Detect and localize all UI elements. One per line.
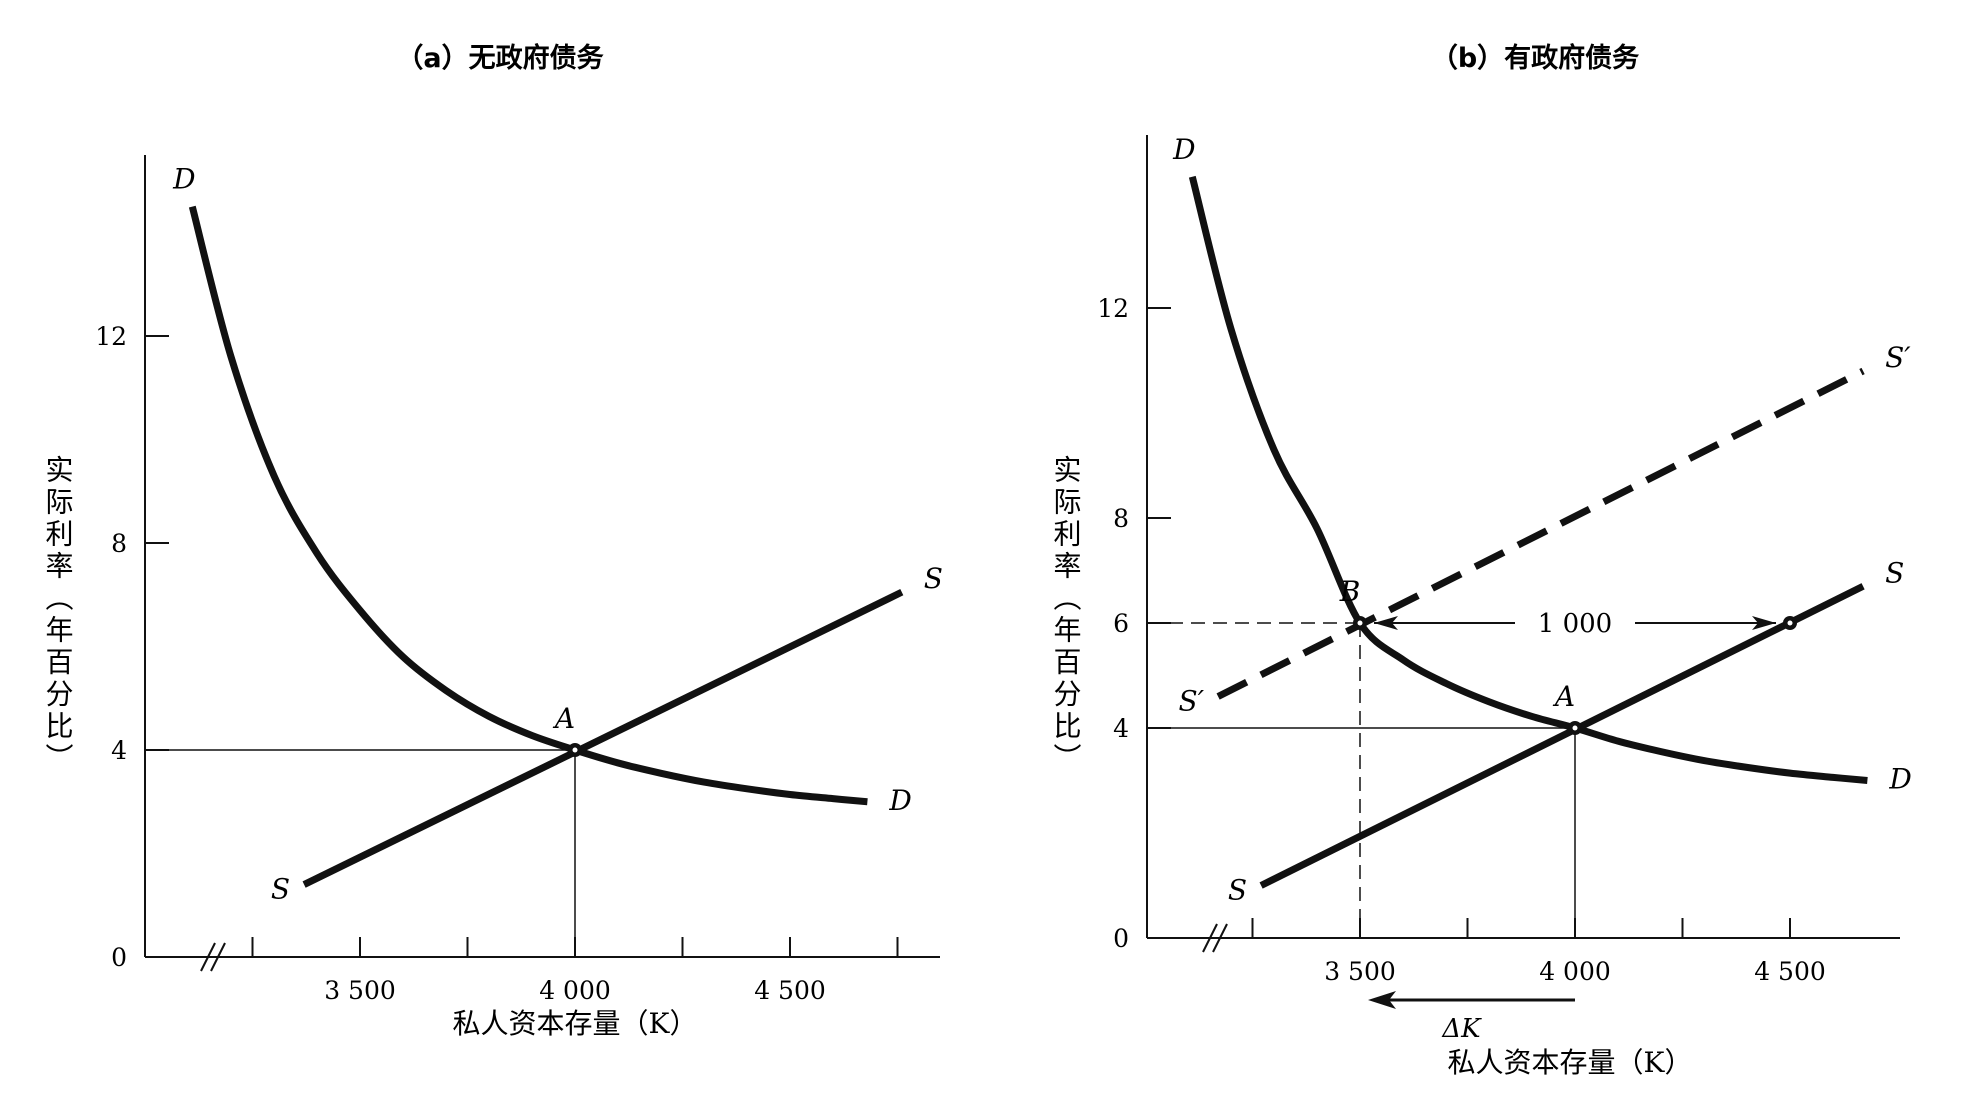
- x-tick-label: 3 500: [1324, 957, 1396, 986]
- y-tick-label: 4: [1113, 714, 1129, 743]
- series-line-supply: [1259, 583, 1865, 889]
- x-axis-label: 私人资本存量（K）: [1448, 1046, 1693, 1079]
- annotation-label: 1 000: [1538, 609, 1612, 639]
- arrowhead-right: [1752, 616, 1776, 630]
- series-label-end: S: [924, 562, 943, 595]
- series-label-start: D: [1172, 133, 1195, 166]
- x-tick-label: 4 500: [1754, 957, 1826, 986]
- panel-b: （b）有政府债务 0 4 6 8 12 3 500 4 000 4 500 私人资本存量（K） 实际…: [1050, 42, 1912, 1079]
- series-label-start: S′: [1179, 685, 1205, 718]
- series-line-supply-shifted: [1216, 367, 1865, 700]
- chart-title: （a）无政府债务: [396, 42, 603, 74]
- series-label-end: D: [1888, 763, 1911, 796]
- x-tick-label: 4 000: [539, 976, 611, 1005]
- y-tick-label: 8: [111, 529, 127, 558]
- x-axis-label: 私人资本存量（K）: [453, 1007, 698, 1040]
- y-tick-label: 4: [111, 736, 127, 765]
- panel-a: （a）无政府债务 0 4 8 12 3 500 4 000 4 500 私人资本存量（K） 实际利…: [42, 42, 943, 1040]
- arrowhead-left: [1374, 616, 1398, 630]
- y-tick-label: 0: [1113, 924, 1129, 953]
- series-label-start: S: [1228, 874, 1247, 907]
- arrowhead-left: [1368, 991, 1396, 1009]
- axis-break-mark: [210, 942, 226, 972]
- axis-break-mark: [1212, 923, 1228, 953]
- point-label: A: [1552, 680, 1575, 713]
- series-label-start: D: [172, 163, 195, 196]
- series-label-end: S: [1885, 556, 1904, 589]
- series-line-demand: [1188, 175, 1868, 784]
- x-tick-label: 3 500: [324, 976, 396, 1005]
- series-line-demand: [188, 205, 868, 806]
- y-tick-label: 8: [1113, 504, 1129, 533]
- series-label-start: S: [271, 873, 290, 906]
- y-axis-label: 实际利率（年百分比）: [42, 455, 75, 775]
- y-tick-label: 6: [1113, 609, 1129, 638]
- point-label: A: [552, 702, 575, 735]
- x-tick-label: 4 500: [754, 976, 826, 1005]
- equilibrium-point-center: [1787, 620, 1793, 626]
- point-label: B: [1339, 575, 1361, 608]
- axis-break-mark: [1202, 923, 1218, 953]
- y-tick-label: 0: [111, 943, 127, 972]
- equilibrium-point-center: [1572, 725, 1578, 731]
- equilibrium-point-center: [572, 747, 578, 753]
- axis-break-mark: [200, 942, 216, 972]
- series-line-supply: [302, 589, 904, 888]
- y-axis-label: 实际利率（年百分比）: [1050, 455, 1083, 775]
- chart-title: （b）有政府债务: [1431, 42, 1639, 74]
- y-tick-label: 12: [1097, 294, 1129, 323]
- series-label-end: S′: [1885, 341, 1911, 374]
- equilibrium-point-center: [1357, 620, 1363, 626]
- x-tick-label: 4 000: [1539, 957, 1611, 986]
- delta-k-label: ΔK: [1441, 1014, 1482, 1044]
- series-label-end: D: [888, 784, 911, 817]
- y-tick-label: 12: [95, 322, 127, 351]
